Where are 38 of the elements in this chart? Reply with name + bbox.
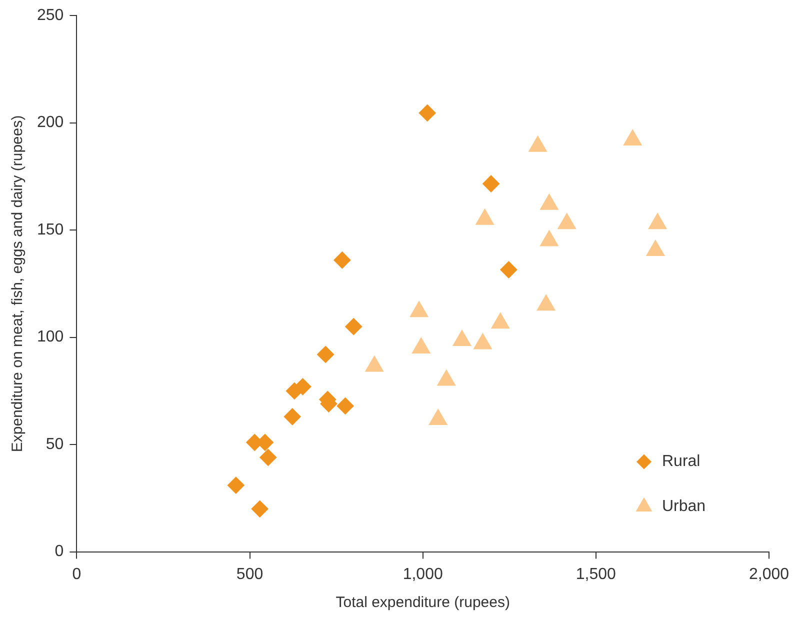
point bbox=[528, 136, 547, 152]
x-tick-label: 1,500 bbox=[576, 566, 616, 583]
legend-label: Urban bbox=[662, 498, 706, 516]
x-tick-label: 1,000 bbox=[402, 566, 443, 583]
point bbox=[251, 500, 268, 518]
point bbox=[474, 333, 492, 350]
x-axis-title: Total expenditure (rupees) bbox=[336, 594, 510, 612]
x-tick-label: 2,000 bbox=[748, 566, 790, 583]
point bbox=[284, 408, 301, 426]
point bbox=[476, 208, 494, 225]
point bbox=[365, 356, 384, 372]
y-tick-label: 100 bbox=[36, 328, 64, 346]
y-tick-label: 150 bbox=[36, 221, 64, 238]
point bbox=[623, 130, 642, 146]
point bbox=[410, 301, 428, 318]
point bbox=[452, 330, 472, 346]
point bbox=[558, 213, 576, 230]
y-tick-label: 50 bbox=[46, 436, 64, 453]
y-tick-label: 0 bbox=[54, 543, 64, 560]
point bbox=[227, 476, 244, 494]
point bbox=[286, 382, 303, 400]
point bbox=[648, 213, 667, 230]
x-tick-label: 500 bbox=[236, 566, 264, 583]
point bbox=[336, 397, 354, 414]
point bbox=[491, 312, 510, 329]
point bbox=[317, 346, 334, 363]
legend-label: Rural bbox=[662, 453, 700, 470]
y-tick-label: 250 bbox=[36, 7, 64, 24]
point bbox=[260, 448, 277, 466]
point bbox=[646, 240, 665, 256]
point bbox=[540, 230, 558, 246]
y-axis-title: Expenditure on meat, fish, eggs and dairy (rupees) bbox=[9, 115, 26, 452]
point bbox=[437, 370, 456, 386]
x-tick-label: 0 bbox=[72, 566, 82, 583]
point bbox=[536, 294, 556, 311]
point bbox=[412, 338, 430, 354]
point bbox=[540, 194, 558, 210]
y-tick-label: 200 bbox=[36, 114, 64, 132]
